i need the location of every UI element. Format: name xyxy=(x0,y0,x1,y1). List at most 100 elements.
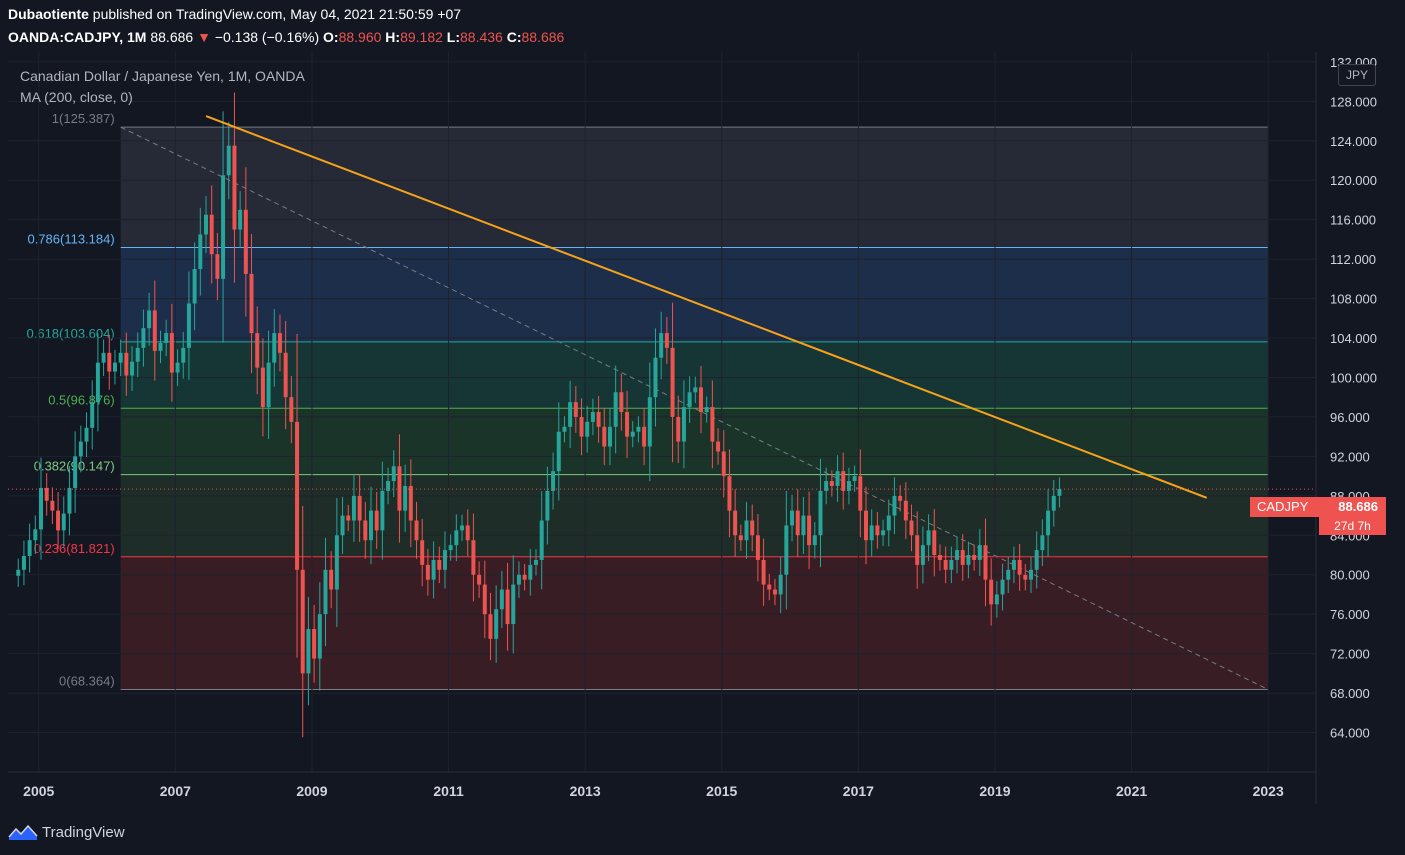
candle-body xyxy=(175,362,180,373)
candle-body xyxy=(226,145,231,176)
candle-body xyxy=(636,426,641,432)
candle-body xyxy=(687,392,692,408)
candlestick-chart[interactable]: 1(125.387) 0.786(113.184) 0.618(103.604) 0.… xyxy=(8,52,1398,804)
low-value: 88.436 xyxy=(460,29,503,45)
candle-body xyxy=(1006,569,1011,580)
x-tick-label: 2013 xyxy=(570,783,601,799)
candle-body xyxy=(647,397,652,447)
candle-body xyxy=(630,431,635,437)
candle-body xyxy=(744,520,749,541)
fib-band xyxy=(120,247,1269,342)
candle-body xyxy=(482,584,487,615)
candle-body xyxy=(710,407,715,442)
symbol-label: OANDA:CADJPY, 1M xyxy=(8,29,147,45)
tradingview-footer[interactable]: TradingView xyxy=(8,820,125,844)
candle-body xyxy=(767,584,772,590)
candle-body xyxy=(875,525,880,536)
close-label: C: xyxy=(506,29,522,45)
candle-body xyxy=(300,569,305,674)
candle-body xyxy=(534,559,538,565)
candle-body xyxy=(130,361,135,376)
candle-body xyxy=(16,569,21,576)
candle-body xyxy=(772,589,777,595)
candle-body xyxy=(909,520,914,536)
candle-body xyxy=(716,441,721,452)
candle-body xyxy=(516,574,521,585)
resistance-trendline xyxy=(205,115,1208,499)
indicator-legend[interactable]: MA (200, close, 0) xyxy=(20,89,133,105)
x-tick-label: 2007 xyxy=(160,783,191,799)
y-tick-label: 124.000 xyxy=(1330,134,1377,149)
candle-body xyxy=(784,525,789,575)
fib-level-label: 0(68.364) xyxy=(59,674,115,689)
candle-body xyxy=(112,362,117,372)
candles xyxy=(16,92,1062,738)
candle-body xyxy=(573,402,578,417)
candle-body xyxy=(755,535,760,560)
fib-retracement: 1(125.387) 0.786(113.184) 0.618(103.604) 0.… xyxy=(27,111,1269,691)
currency-badge[interactable]: JPY xyxy=(1338,64,1376,86)
tradingview-brand: TradingView xyxy=(42,823,125,841)
candle-body xyxy=(607,426,612,447)
candle-body xyxy=(465,525,470,541)
candle-body xyxy=(78,441,83,457)
candle-body xyxy=(562,426,567,432)
candle-body xyxy=(585,421,590,437)
candle-body xyxy=(551,471,556,491)
candle-body xyxy=(101,352,106,363)
candle-body xyxy=(881,530,886,536)
fib-band xyxy=(120,474,1269,557)
candle-body xyxy=(118,352,123,363)
candle-body xyxy=(943,559,948,570)
candle-body xyxy=(1029,569,1033,580)
candle-body xyxy=(408,485,413,521)
candle-body xyxy=(937,555,942,560)
high-label: H: xyxy=(385,29,401,45)
candle-body xyxy=(147,310,152,329)
price-change: −0.138 (−0.16%) xyxy=(214,29,320,45)
candle-body xyxy=(790,510,795,526)
candle-body xyxy=(898,495,903,501)
candle-body xyxy=(283,352,288,398)
candle-body xyxy=(289,397,294,422)
candle-body xyxy=(27,540,32,556)
candle-body xyxy=(590,412,595,422)
candle-body xyxy=(39,487,43,530)
candle-body xyxy=(124,352,129,376)
x-tick-label: 2009 xyxy=(296,783,327,799)
candle-body xyxy=(158,342,163,351)
candle-body xyxy=(812,535,817,546)
candle-body xyxy=(994,594,999,605)
candle-body xyxy=(664,333,669,348)
candle-body xyxy=(949,559,954,570)
candle-body xyxy=(613,392,618,427)
candle-body xyxy=(619,392,624,412)
y-tick-label: 100.000 xyxy=(1330,370,1377,385)
y-tick-label: 128.000 xyxy=(1330,94,1377,109)
candle-body xyxy=(505,589,510,625)
candle-body xyxy=(750,520,755,536)
candle-body xyxy=(232,145,237,230)
x-tick-label: 2017 xyxy=(843,783,874,799)
candle-body xyxy=(198,234,203,269)
candle-body xyxy=(829,481,834,486)
x-tick-label: 2005 xyxy=(23,783,54,799)
candle-body xyxy=(192,268,197,304)
candle-body xyxy=(795,510,800,536)
candle-body xyxy=(858,476,863,511)
candle-body xyxy=(107,352,112,372)
candle-body xyxy=(204,214,208,235)
fib-level-label: 0.5(96.876) xyxy=(48,392,115,407)
candle-body xyxy=(528,564,533,580)
y-tick-label: 120.000 xyxy=(1330,173,1377,188)
candle-body xyxy=(186,303,191,348)
candle-body xyxy=(95,362,100,403)
candle-body xyxy=(1000,579,1005,595)
candle-body xyxy=(272,333,277,363)
candle-body xyxy=(807,515,812,546)
candle-body xyxy=(1057,489,1062,496)
candle-body xyxy=(471,540,476,575)
candle-body xyxy=(442,550,447,570)
candle-body xyxy=(653,357,658,398)
price-tag-value: 88.686 xyxy=(1338,499,1378,514)
